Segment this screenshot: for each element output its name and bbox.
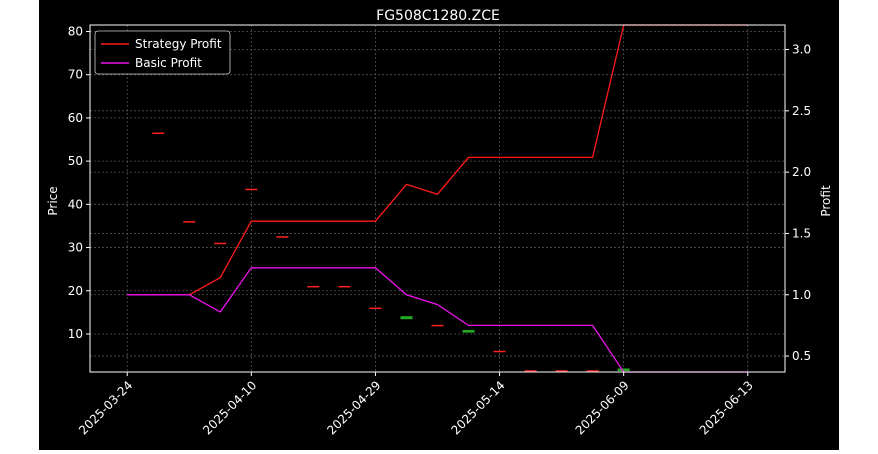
y-right-tick-label: 2.5 [792, 104, 811, 118]
price-candle [493, 350, 506, 353]
y-left-tick-label: 50 [68, 154, 83, 168]
x-tick-label: 2025-04-10 [200, 378, 259, 437]
left-axis-label: Price [46, 186, 60, 215]
price-candle [431, 324, 444, 327]
y-left-tick-label: 80 [68, 24, 83, 38]
x-tick-label: 2025-03-24 [76, 378, 135, 437]
x-tick-label: 2025-06-09 [573, 378, 632, 437]
legend-label: Strategy Profit [135, 37, 222, 51]
x-tick-label: 2025-05-14 [448, 378, 507, 437]
right-axis-label: Profit [819, 185, 833, 217]
y-left-tick-label: 10 [68, 327, 83, 341]
chart-svg: FG508C1280.ZCE Price Profit 10 20 30 40 50 60… [46, 8, 833, 437]
y-left-tick-label: 30 [68, 241, 83, 255]
price-candle [338, 285, 351, 288]
x-tick-label: 2025-04-29 [324, 378, 383, 437]
plot-area: 10 20 30 40 50 60 70 80 0.5 1.0 1.5 2.0 2.5 3.0 2025-0… [68, 24, 811, 437]
y-right-tick-label: 2.0 [792, 165, 811, 179]
price-candle [183, 221, 196, 223]
y-left-tick-label: 60 [68, 111, 83, 125]
y-right-tick-label: 3.0 [792, 43, 811, 57]
y-right-tick-label: 1.5 [792, 226, 811, 240]
price-candle [524, 370, 537, 372]
y-left-tick-label: 40 [68, 197, 83, 211]
y-left-tick-label: 70 [68, 68, 83, 82]
price-candle [214, 242, 227, 245]
price-candle [276, 236, 289, 238]
y-right-tick-label: 1.0 [792, 288, 811, 302]
price-candle [245, 188, 258, 191]
price-candle [307, 285, 320, 288]
price-candle [369, 307, 382, 310]
x-tick-label: 2025-06-13 [697, 378, 756, 437]
legend-label: Basic Profit [135, 56, 202, 70]
y-right-tick-label: 0.5 [792, 349, 811, 363]
chart-figure: FG508C1280.ZCE Price Profit 10 20 30 40 50 60… [39, 0, 839, 450]
price-candle [400, 316, 413, 320]
price-candle [555, 370, 568, 372]
price-candle [617, 368, 630, 372]
price-candle [586, 370, 599, 372]
price-candle [152, 132, 165, 135]
y-left-tick-label: 20 [68, 284, 83, 298]
price-candle [462, 330, 475, 333]
chart-title: FG508C1280.ZCE [376, 8, 500, 24]
axes-frame [89, 24, 786, 373]
